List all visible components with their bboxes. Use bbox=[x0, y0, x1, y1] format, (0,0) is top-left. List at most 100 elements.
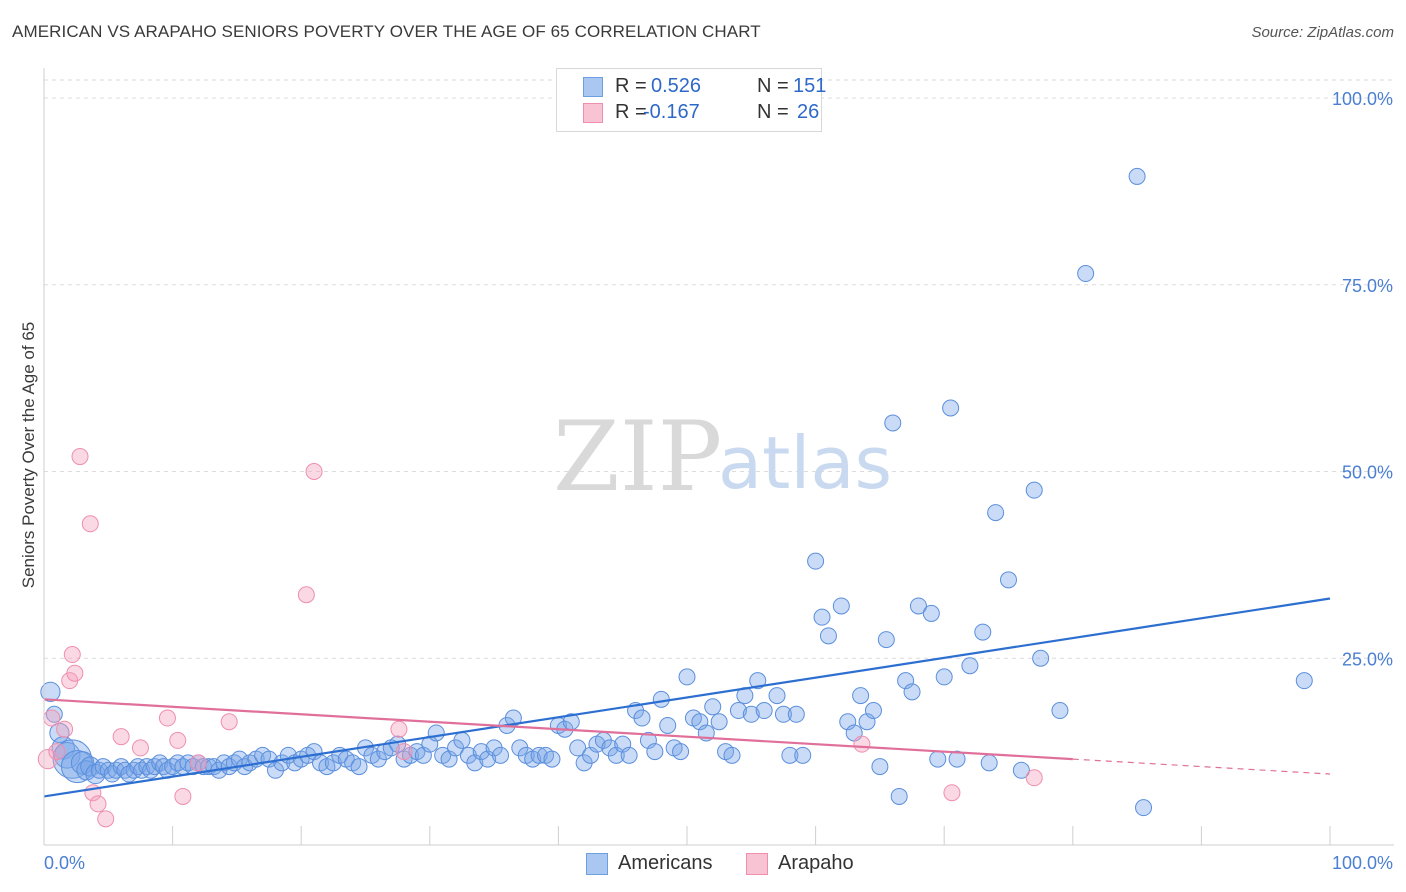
point-americans bbox=[909, 597, 927, 615]
point-arapaho bbox=[1025, 769, 1043, 787]
point-americans bbox=[1032, 649, 1050, 667]
watermark-atlas: atlas bbox=[718, 421, 892, 505]
point-americans bbox=[620, 746, 638, 764]
point-americans bbox=[678, 668, 696, 686]
point-arapaho bbox=[297, 586, 315, 604]
point-americans bbox=[80, 756, 101, 777]
legend-r-label: R = bbox=[615, 75, 647, 97]
trend-layer bbox=[43, 597, 1331, 798]
point-americans bbox=[723, 746, 741, 764]
point-americans bbox=[453, 731, 471, 749]
bottom-legend-swatch-americans bbox=[586, 853, 608, 875]
point-arapaho bbox=[66, 664, 84, 682]
point-americans bbox=[942, 399, 960, 417]
point-americans bbox=[974, 623, 992, 641]
point-arapaho bbox=[395, 743, 413, 761]
point-arapaho bbox=[81, 515, 99, 533]
trendline-extension-arapaho bbox=[1072, 758, 1331, 775]
point-americans bbox=[774, 705, 792, 723]
point-arapaho bbox=[63, 646, 81, 664]
point-americans bbox=[961, 657, 979, 675]
point-americans bbox=[871, 758, 889, 776]
point-americans bbox=[884, 414, 902, 432]
y-tick-label: 25.0% bbox=[1342, 649, 1393, 669]
point-americans bbox=[832, 597, 850, 615]
point-americans bbox=[710, 713, 728, 731]
point-arapaho bbox=[189, 754, 207, 772]
point-americans bbox=[864, 702, 882, 720]
point-americans bbox=[1128, 167, 1146, 185]
point-americans bbox=[948, 750, 966, 768]
point-americans bbox=[1295, 672, 1313, 690]
chart-title: AMERICAN VS ARAPAHO SENIORS POVERTY OVER… bbox=[12, 22, 761, 41]
point-americans bbox=[794, 746, 812, 764]
point-americans bbox=[980, 754, 998, 772]
watermark-zip: ZIP bbox=[553, 401, 722, 513]
point-arapaho bbox=[174, 787, 192, 805]
point-arapaho bbox=[169, 731, 187, 749]
point-americans bbox=[569, 739, 587, 757]
point-americans bbox=[768, 687, 786, 705]
point-arapaho bbox=[37, 748, 58, 770]
point-americans bbox=[1025, 481, 1043, 499]
legend-swatch-americans bbox=[583, 77, 603, 97]
legend-r-label: R = bbox=[615, 101, 647, 123]
y-axis-label: Seniors Poverty Over the Age of 65 bbox=[19, 322, 38, 588]
point-americans bbox=[922, 604, 940, 622]
point-arapaho bbox=[853, 735, 871, 753]
trendline-arapaho bbox=[43, 698, 1073, 761]
legend-n-value-arapaho: 26 bbox=[797, 101, 820, 123]
point-americans bbox=[1135, 799, 1153, 817]
point-americans bbox=[987, 504, 1005, 522]
axis-layer: 100.0% 75.0% 50.0% 25.0% 0.0% 100.0% bbox=[43, 68, 1394, 873]
point-americans bbox=[742, 705, 760, 723]
point-americans bbox=[813, 608, 831, 626]
point-americans bbox=[852, 687, 870, 705]
point-americans bbox=[807, 552, 825, 570]
point-arapaho bbox=[305, 463, 323, 480]
point-americans bbox=[781, 746, 799, 764]
point-americans bbox=[1051, 702, 1069, 720]
point-americans bbox=[350, 758, 368, 776]
y-tick-label: 50.0% bbox=[1342, 463, 1393, 483]
point-americans bbox=[729, 702, 747, 720]
point-americans bbox=[755, 702, 773, 720]
point-arapaho bbox=[56, 720, 74, 738]
point-arapaho bbox=[220, 713, 238, 731]
point-americans bbox=[427, 724, 445, 742]
point-arapaho bbox=[43, 709, 61, 727]
point-americans bbox=[1000, 571, 1017, 589]
point-americans bbox=[492, 746, 510, 764]
point-americans bbox=[40, 681, 61, 702]
point-americans bbox=[787, 705, 805, 723]
point-arapaho bbox=[943, 784, 961, 802]
point-americans bbox=[903, 683, 921, 701]
point-arapaho bbox=[158, 709, 176, 727]
point-americans bbox=[53, 742, 81, 769]
point-americans bbox=[646, 743, 664, 761]
legend-n-label: N = bbox=[757, 101, 789, 123]
x-tick-label-min: 0.0% bbox=[44, 853, 85, 873]
point-americans bbox=[890, 787, 908, 805]
bottom-legend-label-americans: Americans bbox=[618, 852, 713, 874]
y-tick-label: 75.0% bbox=[1342, 276, 1393, 296]
point-arapaho bbox=[131, 739, 149, 757]
correlation-legend: R = 0.526 N = 151 R = -0.167 N = 26 bbox=[556, 68, 826, 132]
point-americans bbox=[1077, 265, 1095, 283]
legend-swatch-arapaho bbox=[583, 103, 603, 123]
point-americans bbox=[935, 668, 953, 686]
point-americans bbox=[530, 746, 548, 764]
point-arapaho bbox=[71, 448, 89, 466]
bottom-legend-label-arapaho: Arapaho bbox=[778, 852, 854, 874]
point-arapaho bbox=[48, 743, 66, 761]
point-americans bbox=[1012, 761, 1030, 779]
legend-n-label: N = bbox=[757, 75, 789, 97]
point-americans bbox=[672, 743, 690, 761]
point-arapaho bbox=[390, 720, 408, 738]
point-americans bbox=[929, 750, 947, 768]
chart-source: Source: ZipAtlas.com bbox=[1251, 24, 1394, 41]
point-americans bbox=[749, 672, 767, 690]
bottom-legend-swatch-arapaho bbox=[746, 853, 768, 875]
point-americans bbox=[877, 631, 895, 649]
